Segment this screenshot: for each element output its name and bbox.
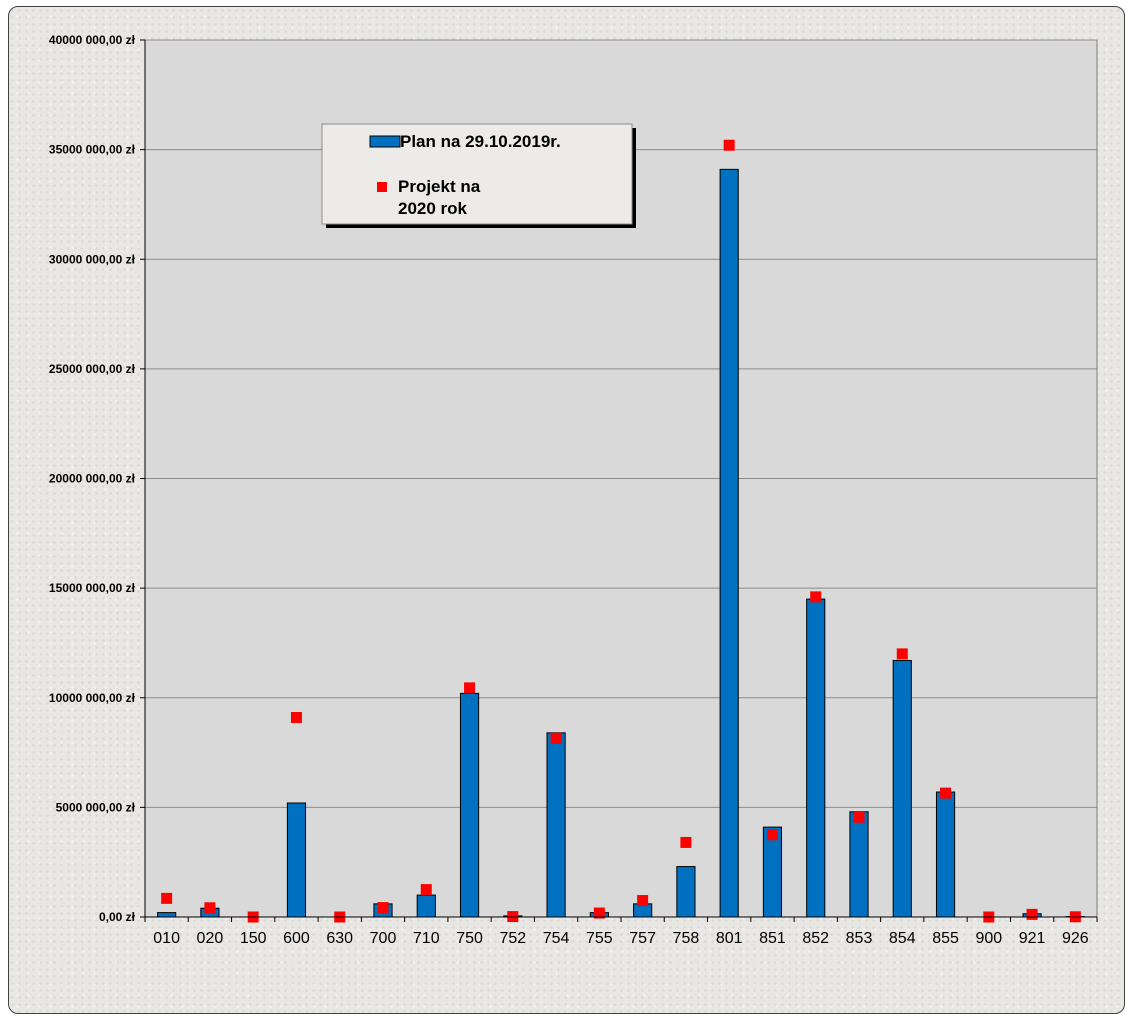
x-tick-label: 750 xyxy=(456,930,483,947)
y-tick-label: 5000 000,00 zł xyxy=(56,800,136,814)
marker-710 xyxy=(420,884,432,896)
y-tick-label: 40000 000,00 zł xyxy=(49,33,136,47)
marker-010 xyxy=(161,892,173,904)
x-tick-label: 700 xyxy=(370,930,397,947)
marker-020 xyxy=(204,902,216,914)
x-tick-label: 710 xyxy=(413,930,440,947)
bar-801 xyxy=(719,168,739,918)
bars-group xyxy=(157,168,1085,918)
marker-750 xyxy=(464,682,476,694)
legend: Plan na 29.10.2019r. Projekt na 2020 rok xyxy=(321,123,636,228)
y-tick-label: 25000 000,00 zł xyxy=(49,362,136,376)
x-tick-label: 755 xyxy=(586,930,613,947)
x-tick-label: 921 xyxy=(1019,930,1046,947)
marker-855 xyxy=(940,787,952,799)
chart-frame: 0,00 zł 5000 000,00 zł 10000 000,00 zł 1500… xyxy=(8,6,1125,1014)
marker-755 xyxy=(593,907,605,919)
bar-851 xyxy=(762,826,783,918)
x-tick-label: 851 xyxy=(759,930,786,947)
x-tick-label: 752 xyxy=(499,930,526,947)
marker-801 xyxy=(723,139,735,151)
x-tick-label: 758 xyxy=(673,930,700,947)
marker-854 xyxy=(896,648,908,660)
bar-855 xyxy=(935,791,956,918)
bar-853 xyxy=(849,811,869,918)
marker-851 xyxy=(766,829,778,841)
legend-label-projekt-line: 2020 rok xyxy=(398,199,468,218)
x-tick-label: 926 xyxy=(1062,930,1089,947)
marker-757 xyxy=(637,895,649,907)
bar-010 xyxy=(157,912,177,918)
x-tick-label: 852 xyxy=(802,930,829,947)
y-tick-label: 10000 000,00 zł xyxy=(49,691,136,705)
y-tick-label: 0,00 zł xyxy=(99,910,136,924)
marker-921 xyxy=(1026,908,1038,920)
x-tick-label: 150 xyxy=(240,930,267,947)
marker-758 xyxy=(680,836,692,848)
bar-754 xyxy=(546,732,566,918)
y-tick-label: 35000 000,00 zł xyxy=(49,143,136,157)
x-tick-label: 801 xyxy=(716,930,743,947)
y-tick-label: 20000 000,00 zł xyxy=(49,472,136,486)
bar-852 xyxy=(806,598,826,918)
x-tick-label: 600 xyxy=(283,930,310,947)
y-tick-label: 30000 000,00 zł xyxy=(49,252,136,266)
marker-700 xyxy=(377,902,389,914)
legend-swatch-plan xyxy=(369,135,401,148)
x-tick-label: 020 xyxy=(197,930,224,947)
marker-754 xyxy=(550,732,562,744)
x-tick-label: 853 xyxy=(846,930,873,947)
x-tick-label: 757 xyxy=(629,930,656,947)
x-tick-label: 630 xyxy=(326,930,353,947)
legend-label-plan: Plan na 29.10.2019r. xyxy=(400,132,561,151)
bar-710 xyxy=(416,894,436,918)
x-tick-label: 854 xyxy=(889,930,916,947)
bar-854 xyxy=(892,659,912,918)
legend-label-projekt: Projekt na 2020 rok xyxy=(398,177,481,218)
marker-852 xyxy=(810,591,822,603)
legend-label-projekt-line: Projekt na xyxy=(398,177,481,196)
legend-swatch-projekt xyxy=(377,182,387,192)
x-tick-label: 855 xyxy=(932,930,959,947)
marker-853 xyxy=(853,811,865,823)
marker-600 xyxy=(290,711,302,723)
bar-600 xyxy=(286,802,307,918)
bar-750 xyxy=(459,692,480,918)
y-tick-label: 15000 000,00 zł xyxy=(49,581,136,595)
x-tick-label: 900 xyxy=(975,930,1002,947)
x-tick-label: 754 xyxy=(543,930,570,947)
bar-758 xyxy=(676,866,696,918)
x-tick-label: 010 xyxy=(153,930,180,947)
